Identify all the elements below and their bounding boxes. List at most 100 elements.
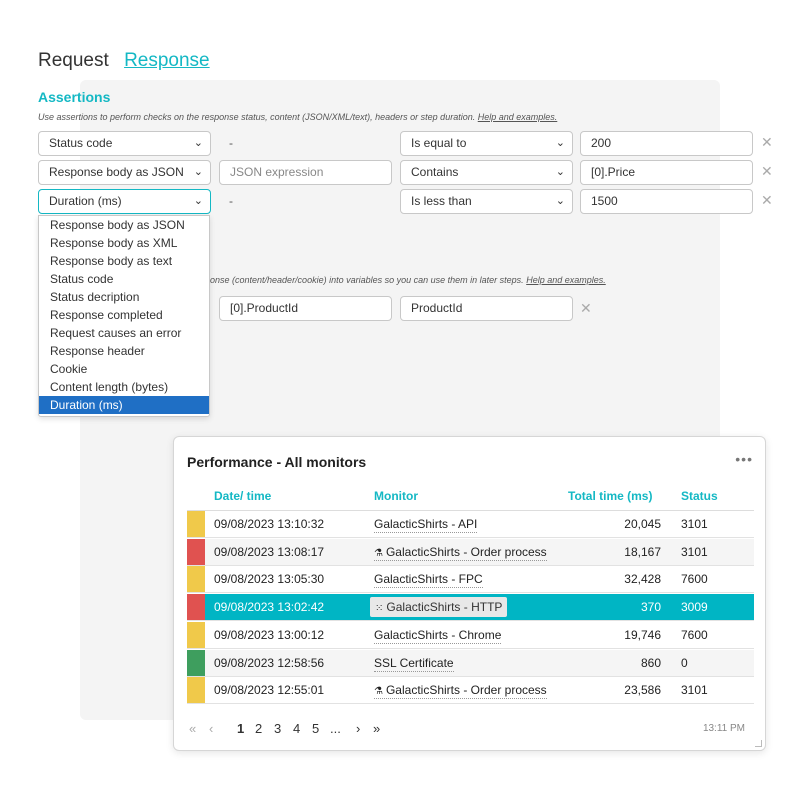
assertion-value-input[interactable]: 1500 (580, 189, 753, 214)
request-response-tabs: Request Response (38, 50, 210, 72)
page-3[interactable]: 3 (274, 721, 282, 736)
cell-status: 7600 (681, 627, 708, 642)
dropdown-option[interactable]: Response body as XML (50, 236, 178, 250)
monitor-name: GalacticShirts - API (374, 517, 478, 531)
assertion-expression-empty: - (229, 194, 233, 208)
cell-datetime: 09/08/2023 13:02:42 (214, 600, 325, 615)
monitor-name: GalacticShirts - Chrome (374, 627, 502, 642)
cell-total-time: 860 (640, 655, 661, 670)
performance-card: Performance - All monitors ••• Date/ tim… (173, 436, 766, 751)
assertion-operator-select[interactable]: Is less than ⌄ (400, 189, 573, 214)
assertions-help-link[interactable]: Help and examples. (477, 112, 558, 122)
dropdown-option[interactable]: Cookie (50, 362, 88, 376)
status-indicator (187, 594, 205, 621)
assertion-value-input[interactable]: 200 (580, 131, 753, 156)
remove-row-icon[interactable]: ✕ (761, 134, 773, 150)
flask-icon: ⚗ (374, 686, 383, 698)
assertion-operator-select[interactable]: Is equal to ⌄ (400, 131, 573, 156)
dropdown-option[interactable]: Status decription (50, 290, 140, 304)
chevron-down-icon: ⌄ (555, 166, 565, 178)
cell-monitor-link[interactable]: GalacticShirts - API (374, 517, 478, 533)
card-title: Performance - All monitors (187, 454, 367, 470)
table-row[interactable]: 09/08/2023 13:08:17 ⚗ GalacticShirts - Ord… (187, 538, 754, 566)
chevron-down-icon: ⌄ (193, 137, 203, 149)
cell-datetime: 09/08/2023 12:55:01 (214, 683, 325, 698)
page-2[interactable]: 2 (255, 721, 263, 736)
page-1[interactable]: 1 (237, 721, 245, 736)
column-header-total-time[interactable]: Total time (ms) (568, 489, 653, 503)
last-updated-time: 13:11 PM (702, 723, 745, 734)
cell-monitor-link[interactable]: GalacticShirts - FPC (374, 572, 483, 589)
cell-datetime: 09/08/2023 12:58:56 (214, 655, 325, 670)
flask-icon: ⚗ (374, 547, 383, 559)
column-header-monitor[interactable]: Monitor (374, 489, 418, 503)
assertion-operator-select[interactable]: Contains ⌄ (400, 160, 573, 185)
table-row[interactable]: 09/08/2023 12:58:56 SSL Certificate 860 0 (187, 649, 754, 677)
monitor-name: GalacticShirts - FPC (374, 572, 483, 587)
first-page-icon[interactable]: « (189, 721, 197, 736)
cell-total-time: 23,586 (624, 683, 661, 698)
cell-status: 3101 (681, 544, 708, 559)
variables-hint: onse (content/header/cookie) into variab… (210, 275, 606, 285)
tab-response[interactable]: Response (124, 50, 210, 71)
assertion-source-select[interactable]: Status code ⌄ (38, 131, 211, 156)
assertion-source-select[interactable]: Response body as JSON ⌄ (38, 160, 211, 185)
next-page-icon[interactable]: › (356, 721, 361, 736)
more-options-icon[interactable]: ••• (735, 451, 753, 467)
remove-row-icon[interactable]: ✕ (761, 192, 773, 208)
table-row[interactable]: 09/08/2023 13:02:42 ⁙ GalacticShirts - HTT… (187, 594, 754, 622)
table-row[interactable]: 09/08/2023 12:55:01 ⚗ GalacticShirts - Ord… (187, 677, 754, 705)
column-header-status[interactable]: Status (681, 489, 718, 503)
cell-total-time: 370 (640, 600, 661, 615)
assertion-source-select[interactable]: Duration (ms) ⌄ (38, 189, 211, 214)
cell-status: 7600 (681, 572, 708, 587)
variables-help-link[interactable]: Help and examples. (526, 275, 606, 285)
table-row[interactable]: 09/08/2023 13:00:12 GalacticShirts - Chro… (187, 621, 754, 649)
page-4[interactable]: 4 (293, 721, 301, 736)
column-header-datetime[interactable]: Date/ time (214, 489, 272, 503)
cell-monitor-link[interactable]: ⁙ GalacticShirts - HTTP (370, 597, 508, 618)
variable-name-input[interactable]: ProductId (400, 296, 573, 321)
page-5[interactable]: 5 (312, 721, 320, 736)
dropdown-option[interactable]: Status code (50, 272, 114, 286)
cell-monitor-link[interactable]: ⚗ GalacticShirts - Order process (374, 545, 547, 561)
cell-monitor-link[interactable]: SSL Certificate (374, 656, 454, 672)
dropdown-option[interactable]: Request causes an error (50, 326, 182, 340)
dropdown-option[interactable]: Response body as text (50, 254, 173, 268)
cell-monitor-link[interactable]: GalacticShirts - Chrome (374, 627, 502, 644)
cell-datetime: 09/08/2023 13:10:32 (214, 517, 325, 531)
chevron-down-icon: ⌄ (193, 195, 203, 207)
assertion-expression-empty: - (229, 136, 233, 150)
cell-datetime: 09/08/2023 13:05:30 (214, 572, 325, 587)
variable-expression-input[interactable]: [0].ProductId (219, 296, 392, 321)
grid-icon: ⁙ (375, 603, 384, 615)
resize-handle-icon[interactable] (755, 740, 762, 747)
dropdown-option[interactable]: Response body as JSON (50, 218, 185, 232)
cell-monitor-link[interactable]: ⚗ GalacticShirts - Order process (374, 683, 547, 700)
source-dropdown-list: Response body as JSON Response body as X… (38, 215, 210, 417)
last-page-icon[interactable]: » (373, 721, 381, 736)
table-row[interactable]: 09/08/2023 13:05:30 GalacticShirts - FPC 3… (187, 566, 754, 594)
tab-request[interactable]: Request (38, 50, 109, 71)
dropdown-option[interactable]: Response completed (50, 308, 163, 322)
prev-page-icon[interactable]: ‹ (209, 721, 214, 736)
dropdown-option[interactable]: Content length (bytes) (50, 380, 169, 394)
cell-datetime: 09/08/2023 13:08:17 (214, 544, 325, 559)
status-indicator (187, 566, 205, 593)
header-divider (187, 510, 754, 511)
cell-status: 0 (681, 655, 688, 670)
cell-total-time: 32,428 (624, 572, 661, 587)
cell-status: 3101 (681, 517, 708, 531)
assertion-value-input[interactable]: [0].Price (580, 160, 753, 185)
cell-total-time: 18,167 (624, 544, 661, 559)
dropdown-option-selected[interactable]: Duration (ms) (39, 396, 209, 414)
status-indicator (187, 538, 205, 565)
assertions-title: Assertions (38, 89, 111, 105)
remove-row-icon[interactable]: ✕ (761, 163, 773, 179)
cell-total-time: 20,045 (624, 517, 661, 531)
dropdown-option[interactable]: Response header (50, 344, 145, 358)
remove-variable-icon[interactable]: ✕ (580, 300, 592, 316)
json-expression-input[interactable]: JSON expression (219, 160, 392, 185)
table-row[interactable]: 09/08/2023 13:10:32 GalacticShirts - API 2… (187, 511, 754, 538)
monitor-name: SSL Certificate (374, 655, 454, 670)
